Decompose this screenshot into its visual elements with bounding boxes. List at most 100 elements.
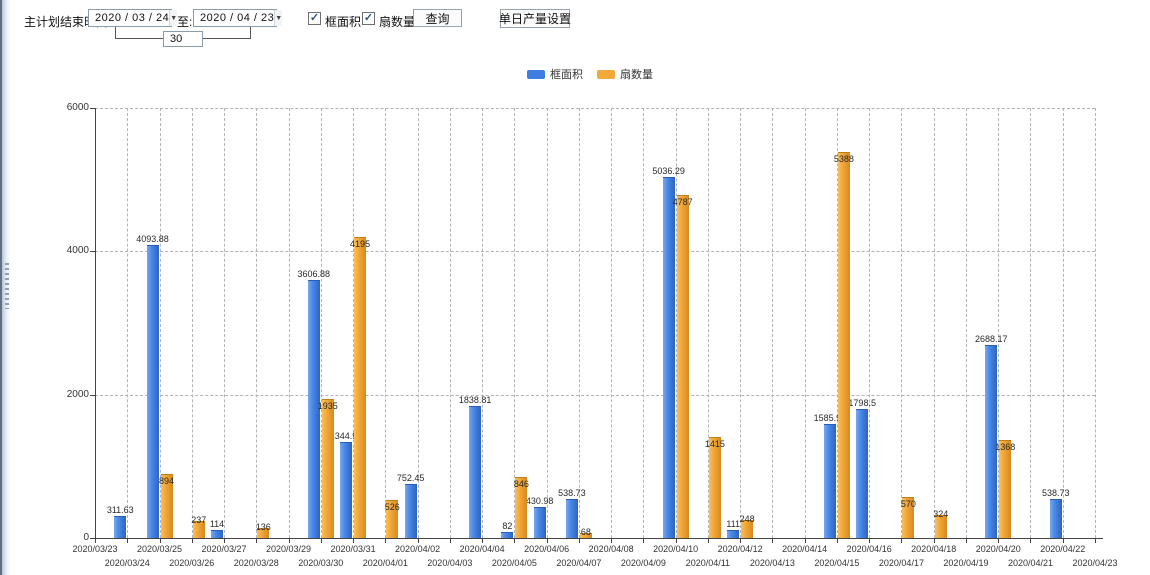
bar-value-label: 324	[933, 509, 949, 519]
x-axis-label: 2020/04/14	[782, 544, 828, 554]
query-button[interactable]: 查询	[413, 9, 462, 27]
bar-value-label: 114	[209, 519, 225, 529]
v-gridline	[449, 108, 451, 538]
x-axis-tick	[224, 538, 226, 543]
v-gridline	[224, 108, 226, 538]
y-axis-tick	[90, 394, 95, 396]
x-axis-label: 2020/04/09	[620, 558, 666, 568]
bar-frame-area-2020/03/25	[146, 245, 159, 538]
v-gridline	[804, 108, 806, 538]
bracket-line	[115, 27, 116, 39]
interval-days-input[interactable]: 30	[163, 31, 203, 47]
v-gridline	[1095, 108, 1096, 538]
bar-value-label: 570	[900, 499, 916, 509]
bar-value-label: 237	[191, 515, 207, 525]
date-from-value: 2020 / 03 / 24	[95, 12, 170, 24]
fan-count-checkbox[interactable]: ✓	[362, 12, 375, 25]
fan-count-checkbox-label: 扇数量	[379, 15, 416, 29]
v-gridline	[546, 108, 548, 538]
v-gridline	[611, 108, 613, 538]
x-axis-tick	[998, 538, 1000, 543]
x-axis-tick	[546, 538, 548, 543]
bar-fan-count-2020/03/26	[192, 521, 205, 538]
x-axis-label: 2020/04/02	[395, 544, 441, 554]
bar-value-label: 1935	[317, 401, 338, 411]
x-axis-tick	[1030, 538, 1032, 543]
x-axis-label: 2020/04/12	[717, 544, 763, 554]
x-axis-tick	[385, 538, 387, 543]
bar-value-label: 1415	[704, 439, 725, 449]
y-axis-tick-label: 2000	[66, 388, 89, 400]
chevron-down-icon[interactable]: ▼	[274, 10, 283, 26]
x-axis-label: 2020/03/26	[169, 558, 215, 568]
daily-output-settings-button[interactable]: 单日产量设置	[499, 9, 571, 28]
v-gridline	[353, 108, 355, 538]
x-axis-tick	[836, 538, 838, 543]
v-gridline	[740, 108, 742, 538]
x-axis-label: 2020/04/20	[975, 544, 1021, 554]
v-gridline	[482, 108, 484, 538]
x-axis-tick	[353, 538, 355, 543]
bar-frame-area-2020/03/27	[211, 530, 224, 538]
v-gridline	[836, 108, 838, 538]
bar-fan-count-2020/04/17	[902, 497, 915, 538]
bar-fan-count-2020/04/20	[999, 440, 1012, 538]
h-gridline	[95, 394, 1095, 396]
x-axis-label: 2020/03/25	[136, 544, 183, 554]
bar-value-label: 846	[513, 479, 529, 489]
bar-frame-area-2020/04/15	[823, 424, 836, 538]
x-axis-label: 2020/03/29	[266, 544, 312, 554]
bar-frame-area-2020/03/31	[340, 442, 353, 538]
x-axis-label: 2020/04/13	[749, 558, 795, 568]
x-axis-tick	[159, 538, 161, 543]
splitter-grip[interactable]	[5, 263, 9, 309]
bar-value-label: 68	[580, 527, 591, 537]
y-axis-tick	[90, 538, 95, 539]
x-axis-tick	[288, 538, 290, 543]
frame-area-checkbox[interactable]: ✓	[308, 12, 321, 25]
bar-fan-count-2020/04/12	[741, 520, 754, 538]
bracket-line	[250, 27, 251, 39]
date-from-picker[interactable]: 2020 / 03 / 24 ▼	[88, 9, 178, 27]
bar-value-label: 136	[255, 522, 271, 532]
x-axis-label: 2020/04/01	[362, 558, 408, 568]
x-axis-line	[95, 538, 1103, 539]
x-axis-tick	[482, 538, 484, 543]
frame-area-checkbox-label: 框面积	[325, 15, 362, 29]
bar-fan-count-2020/04/05	[515, 477, 528, 538]
x-axis-tick	[417, 538, 419, 543]
bar-fan-count-2020/04/10	[676, 195, 689, 538]
bar-frame-area-2020/04/16	[856, 409, 869, 538]
x-axis-tick	[901, 538, 903, 543]
x-axis-label: 2020/04/16	[846, 544, 892, 554]
bar-frame-area-2020/04/10	[662, 177, 675, 538]
v-gridline	[514, 108, 516, 538]
bar-fan-count-2020/03/30	[321, 399, 334, 538]
v-gridline	[675, 108, 677, 538]
x-axis-tick	[127, 538, 129, 543]
y-axis-tick-label: 4000	[66, 245, 89, 257]
v-gridline	[643, 108, 645, 538]
bar-fan-count-2020/04/18	[934, 515, 947, 538]
legend-label: 扇数量	[620, 69, 653, 81]
x-axis-label: 2020/04/07	[556, 558, 602, 568]
bar-value-label: 248	[739, 514, 755, 524]
bar-fan-count-2020/04/11	[708, 437, 721, 538]
x-axis-tick	[1062, 538, 1064, 543]
x-axis-label: 2020/04/15	[814, 558, 860, 568]
v-gridline	[772, 108, 774, 538]
y-axis-line	[95, 108, 96, 538]
x-axis-tick	[191, 538, 193, 543]
chart-legend: 框面积 扇数量	[527, 66, 653, 82]
x-axis-tick	[514, 538, 516, 543]
bar-value-label: 82	[502, 521, 513, 531]
v-gridline	[998, 108, 1000, 538]
bar-value-label: 1838.81	[458, 395, 492, 405]
date-to-picker[interactable]: 2020 / 04 / 23 ▼	[193, 9, 283, 27]
x-axis-tick	[933, 538, 935, 543]
bar-value-label: 5036.29	[652, 166, 685, 176]
chevron-down-icon[interactable]: ▼	[169, 10, 178, 26]
v-gridline	[417, 108, 419, 538]
